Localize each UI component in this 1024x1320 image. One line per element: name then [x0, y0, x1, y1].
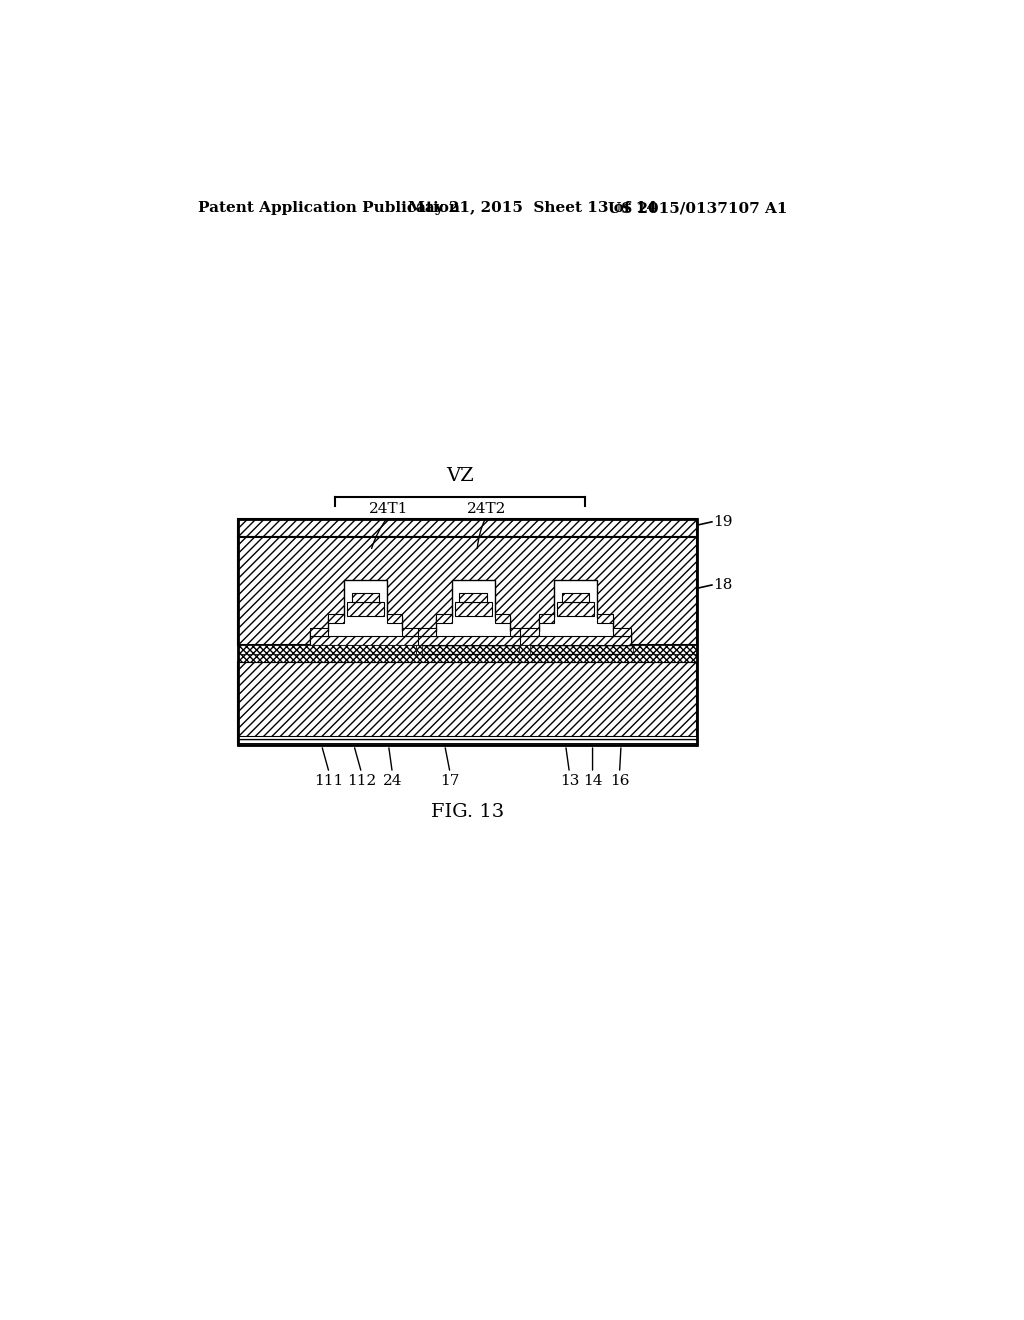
Text: 111: 111 — [314, 775, 344, 788]
Bar — [455, 602, 492, 615]
Bar — [520, 628, 539, 636]
Text: 112: 112 — [347, 775, 376, 788]
Bar — [239, 519, 696, 537]
Bar — [387, 614, 402, 623]
Bar — [418, 628, 436, 636]
Text: FIG. 13: FIG. 13 — [431, 803, 504, 821]
Text: 24: 24 — [383, 775, 402, 788]
Bar — [239, 519, 696, 744]
Bar — [416, 645, 422, 655]
Bar — [402, 628, 421, 636]
Bar — [597, 614, 612, 623]
Bar — [351, 593, 379, 602]
Bar — [347, 602, 384, 615]
Bar — [329, 614, 344, 623]
Bar — [460, 593, 487, 602]
Bar — [436, 614, 452, 623]
Text: Patent Application Publication: Patent Application Publication — [199, 202, 461, 215]
Text: 13: 13 — [560, 775, 580, 788]
Bar — [239, 537, 696, 645]
Polygon shape — [520, 581, 631, 645]
Text: US 2015/0137107 A1: US 2015/0137107 A1 — [608, 202, 787, 215]
Bar — [495, 614, 510, 623]
Bar — [239, 737, 696, 744]
Text: 17: 17 — [440, 775, 460, 788]
Bar — [239, 655, 696, 663]
Bar — [562, 593, 590, 602]
Bar — [633, 645, 696, 655]
Polygon shape — [310, 581, 421, 645]
Bar — [239, 645, 696, 655]
Bar — [310, 636, 421, 645]
Text: May 21, 2015  Sheet 13 of 14: May 21, 2015 Sheet 13 of 14 — [408, 202, 656, 215]
Text: 24T2: 24T2 — [467, 503, 506, 516]
Bar — [239, 645, 416, 655]
Bar — [557, 602, 594, 615]
Polygon shape — [418, 581, 528, 645]
Bar — [510, 628, 528, 636]
Bar — [418, 636, 528, 645]
Text: 16: 16 — [609, 775, 630, 788]
Bar — [310, 628, 329, 636]
Bar — [518, 645, 530, 655]
Bar — [612, 628, 631, 636]
Text: VZ: VZ — [445, 467, 473, 484]
Text: 19: 19 — [714, 515, 733, 529]
Text: 18: 18 — [714, 578, 733, 591]
Bar — [520, 636, 631, 645]
Text: 24T1: 24T1 — [369, 503, 409, 516]
Bar — [239, 663, 696, 744]
Text: 14: 14 — [583, 775, 602, 788]
Bar — [539, 614, 554, 623]
